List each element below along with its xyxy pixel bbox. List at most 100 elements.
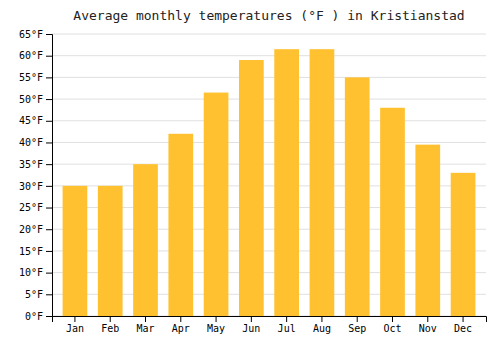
x-tick-mark — [180, 316, 181, 322]
x-tick-mark — [463, 316, 464, 322]
y-tick: 10°F — [19, 267, 52, 278]
bar — [415, 145, 440, 316]
bar — [274, 49, 299, 316]
x-tick-mark — [392, 316, 393, 322]
grid — [52, 34, 486, 316]
x-tick-label: Jun — [242, 323, 260, 334]
x-tick: Jan — [66, 316, 84, 334]
bar — [239, 60, 264, 316]
x-tick: Feb — [101, 316, 119, 334]
grid-line — [52, 120, 486, 121]
bar — [380, 108, 405, 316]
y-tick-mark — [46, 56, 52, 57]
x-tick-label: Mar — [136, 323, 154, 334]
y-axis: 0°F 5°F 10°F 15°F 20°F 25°F 30°F 35°F 40°F 45°F 50… — [19, 29, 53, 322]
y-tick-mark — [46, 77, 52, 78]
grid-line — [52, 99, 486, 100]
grid-line — [52, 142, 486, 143]
y-tick: 0°F — [25, 311, 52, 322]
y-tick-label: 0°F — [25, 311, 43, 322]
x-axis: Jan Feb Mar Apr May Jun Jul Aug Sep Oct Nov Dec — [53, 316, 487, 334]
y-tick-mark — [46, 164, 52, 165]
y-tick-label: 35°F — [19, 159, 43, 170]
y-tick-mark — [46, 229, 52, 230]
x-tick-label: Sep — [348, 323, 366, 334]
y-tick: 5°F — [25, 289, 52, 300]
bar — [451, 173, 476, 316]
x-tick-label: Jan — [66, 323, 84, 334]
x-tick-label: May — [207, 323, 225, 334]
y-tick-mark — [46, 294, 52, 295]
y-tick-mark — [46, 316, 52, 317]
grid-line — [52, 55, 486, 56]
y-tick: 30°F — [19, 181, 52, 192]
bar — [133, 164, 158, 316]
y-tick: 55°F — [19, 72, 52, 83]
y-tick-label: 55°F — [19, 72, 43, 83]
x-tick-mark — [357, 316, 358, 322]
grid-line — [52, 34, 486, 35]
x-tick: Mar — [136, 316, 154, 334]
bar — [310, 49, 335, 316]
x-tick: Oct — [383, 316, 401, 334]
bar — [345, 77, 370, 316]
x-tick: May — [207, 316, 225, 334]
y-tick-label: 10°F — [19, 267, 43, 278]
y-tick: 35°F — [19, 159, 52, 170]
x-tick-mark — [251, 316, 252, 322]
x-tick: Dec — [454, 316, 472, 334]
title: Average monthly temperatures (°F ) in Kr… — [73, 8, 464, 23]
bar — [98, 186, 123, 316]
x-tick-mark — [286, 316, 287, 322]
y-tick-mark — [46, 142, 52, 143]
x-tick: Nov — [419, 316, 437, 334]
y-tick: 15°F — [19, 246, 52, 257]
y-tick-mark — [46, 34, 52, 35]
y-tick-label: 45°F — [19, 115, 43, 126]
y-tick-label: 25°F — [19, 202, 43, 213]
bars — [63, 49, 476, 316]
y-tick: 25°F — [19, 202, 52, 213]
bar — [168, 134, 193, 316]
y-tick: 65°F — [19, 29, 52, 40]
x-tick-label: Jul — [278, 323, 296, 334]
y-tick: 20°F — [19, 224, 52, 235]
x-tick: Apr — [172, 316, 190, 334]
y-tick-label: 30°F — [19, 181, 43, 192]
y-tick: 40°F — [19, 137, 52, 148]
x-tick-label: Feb — [101, 323, 119, 334]
y-tick-label: 40°F — [19, 137, 43, 148]
x-tick-mark — [321, 316, 322, 322]
x-tick-mark — [145, 316, 146, 322]
x-tick-label: Dec — [454, 323, 472, 334]
grid-line — [52, 77, 486, 78]
x-tick-label: Aug — [313, 323, 331, 334]
x-tick: Jul — [278, 316, 296, 334]
y-tick-mark — [46, 99, 52, 100]
y-axis-line — [46, 35, 53, 317]
y-tick-label: 65°F — [19, 29, 43, 40]
x-tick: Sep — [348, 316, 366, 334]
y-tick-label: 50°F — [19, 94, 43, 105]
x-tick-mark — [427, 316, 428, 322]
x-tick-mark — [74, 316, 75, 322]
x-tick-mark — [216, 316, 217, 322]
y-tick: 50°F — [19, 94, 52, 105]
x-axis-line — [53, 317, 487, 323]
x-tick-label: Nov — [419, 323, 437, 334]
y-tick-label: 60°F — [19, 50, 43, 61]
x-tick: Jun — [242, 316, 260, 334]
y-tick-label: 5°F — [25, 289, 43, 300]
y-tick-mark — [46, 251, 52, 252]
y-tick-label: 15°F — [19, 246, 43, 257]
chart: 0°F 5°F 10°F 15°F 20°F 25°F 30°F 35°F 40°F 45°F 50… — [0, 0, 500, 350]
y-tick-mark — [46, 273, 52, 274]
x-tick-mark — [110, 316, 111, 322]
y-tick-mark — [46, 186, 52, 187]
y-tick-mark — [46, 121, 52, 122]
bar — [204, 93, 229, 316]
y-tick-label: 20°F — [19, 224, 43, 235]
x-tick-label: Oct — [383, 323, 401, 334]
x-tick: Aug — [313, 316, 331, 334]
y-tick: 60°F — [19, 50, 52, 61]
